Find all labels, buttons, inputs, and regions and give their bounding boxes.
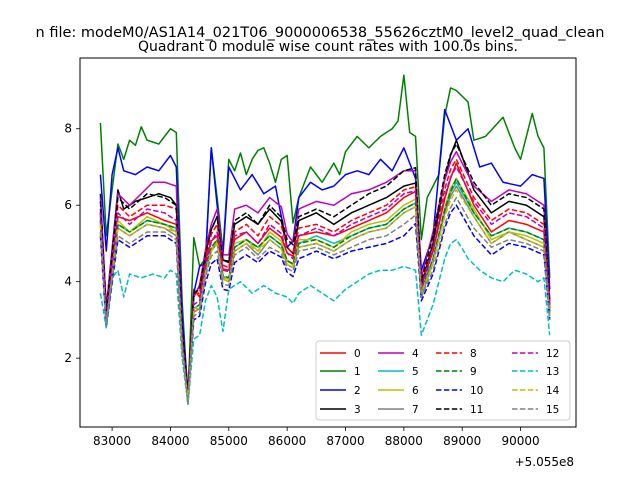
- x-tick-label: 90000: [501, 434, 539, 448]
- series-line-8: [99, 158, 551, 398]
- series-line-10: [99, 204, 551, 405]
- y-tick-label: 2: [64, 351, 72, 365]
- figure-suptitle: n file: modeM0/AS1A14_021T06_9000006538_…: [36, 25, 605, 41]
- legend-label-4: 4: [412, 348, 419, 360]
- x-tick-label: 85000: [210, 434, 248, 448]
- x-tick-label: 89000: [443, 434, 481, 448]
- legend-label-2: 2: [354, 385, 361, 397]
- series-line-1: [99, 74, 551, 401]
- y-tick-label: 8: [64, 122, 72, 136]
- series-line-11: [99, 143, 551, 398]
- x-tick-label: 88000: [385, 434, 423, 448]
- legend-label-10: 10: [470, 385, 483, 397]
- series-line-5: [99, 181, 551, 401]
- legend-label-3: 3: [354, 404, 361, 416]
- series-line-12: [99, 166, 551, 401]
- legend-label-1: 1: [354, 366, 361, 378]
- legend-label-6: 6: [412, 385, 419, 397]
- plot-frame: [79, 57, 577, 428]
- legend-label-9: 9: [470, 366, 477, 378]
- chart-title: Quadrant 0 module wise count rates with …: [138, 39, 518, 55]
- x-offset-label: +5.055e8: [515, 455, 574, 469]
- series-line-4: [99, 150, 551, 398]
- y-tick-label: 6: [64, 198, 72, 212]
- series-line-14: [99, 189, 551, 401]
- y-axis: 2 4 6 8: [64, 122, 80, 365]
- legend-box: [315, 340, 571, 421]
- legend-label-7: 7: [412, 404, 419, 416]
- legend-label-0: 0: [354, 348, 361, 360]
- series-line-13: [99, 238, 551, 405]
- x-tick-label: 86000: [268, 434, 306, 448]
- series-line-0: [99, 162, 551, 394]
- legend-label-13: 13: [546, 366, 559, 378]
- legend-label-14: 14: [546, 385, 560, 397]
- legend-label-8: 8: [470, 348, 477, 360]
- legend-label-11: 11: [470, 404, 483, 416]
- series-line-2: [99, 108, 551, 394]
- legend-label-5: 5: [412, 366, 419, 378]
- x-tick-label: 84000: [151, 434, 189, 448]
- series-line-6: [99, 177, 551, 401]
- legend-label-12: 12: [546, 348, 559, 360]
- x-tick-label: 83000: [93, 434, 131, 448]
- x-tick-label: 87000: [326, 434, 364, 448]
- x-axis: 83000 84000 85000 86000 87000 88000 89000 90000: [93, 427, 540, 448]
- series-line-15: [99, 196, 551, 405]
- y-tick-label: 4: [64, 275, 72, 289]
- series-layer: [99, 74, 551, 405]
- legend-label-15: 15: [546, 404, 559, 416]
